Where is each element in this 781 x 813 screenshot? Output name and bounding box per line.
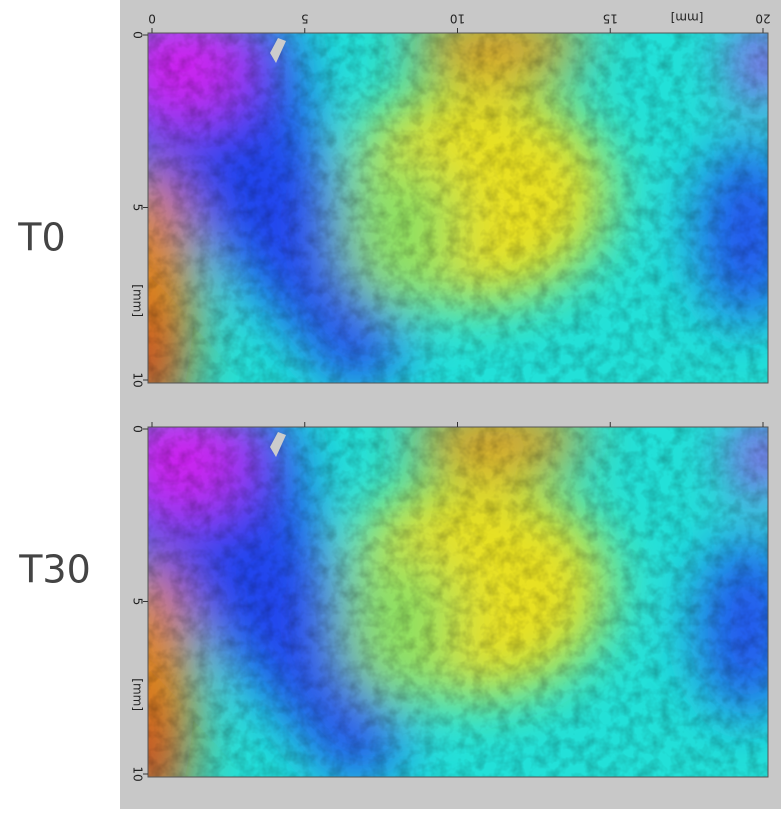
y-tick-label: 0 (131, 31, 145, 39)
x-tick-label: 0 (148, 12, 156, 26)
height-map (103, 397, 781, 809)
x-tick-label: 5 (301, 12, 309, 26)
x-tick-label: 10 (450, 12, 465, 26)
y-unit: [mm] (131, 678, 145, 711)
y-unit: [mm] (131, 284, 145, 317)
y-tick-label: 5 (131, 598, 145, 606)
y-tick-label: 10 (131, 372, 145, 387)
height-map (103, 3, 781, 443)
x-unit: [mm] (671, 11, 704, 25)
y-tick-label: 5 (131, 204, 145, 212)
y-tick-label: 10 (131, 766, 145, 781)
panel-label: T0 (17, 216, 65, 260)
x-tick-label: 15 (603, 12, 618, 26)
x-tick-label: 20 (755, 12, 770, 26)
panel-label: T30 (18, 548, 91, 592)
y-tick-label: 0 (131, 425, 145, 433)
